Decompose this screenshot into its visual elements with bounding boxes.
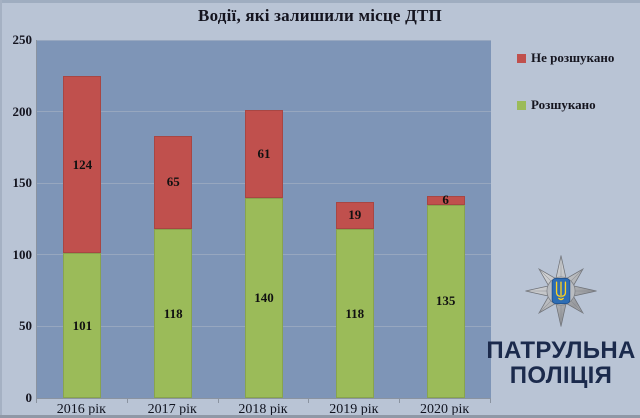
legend-swatch-green (517, 100, 526, 110)
bar-value-label-found: 118 (163, 305, 183, 321)
x-axis-tick (490, 399, 491, 403)
legend-item-found: Розшукано (517, 97, 596, 113)
x-axis-label-2018 рік: 2018 рік (238, 402, 288, 417)
bar-value-label-not-found: 65 (166, 174, 180, 190)
x-axis-tick (36, 399, 37, 403)
y-tick-label: 150 (12, 175, 33, 191)
bar-value-label-not-found: 19 (348, 207, 362, 223)
bar-segment-not-found-2016 рік (63, 75, 102, 254)
x-axis-label-2017 рік: 2017 рік (147, 402, 197, 417)
bar-value-label-not-found: 124 (72, 156, 93, 172)
bar-segment-found-2016 рік (63, 253, 102, 398)
bar-value-label-not-found: 61 (257, 145, 271, 161)
plot-area: 101 124 118 65 140 61 118 19 135 6 (36, 39, 491, 399)
bottom-edge-divider (0, 415, 640, 418)
gridline-250 (37, 39, 491, 41)
y-tick-label: 0 (25, 390, 33, 405)
x-axis-tick (399, 399, 401, 403)
chart-title: Водії, які залишили місце ДТП (198, 6, 442, 25)
left-edge-divider (0, 0, 2, 418)
bar-value-label-found: 118 (345, 305, 365, 321)
bar-segment-found-2018 рік (245, 197, 283, 398)
top-edge-divider (0, 0, 640, 3)
org-name-line1: ПАТРУЛЬНА (486, 337, 636, 364)
bar-segment-found-2017 рік (154, 229, 193, 398)
legend-label: Не розшукано (531, 50, 615, 65)
legend-swatch-red (517, 53, 526, 63)
x-axis-tick (308, 399, 310, 403)
patrol-police-logo: ПАТРУЛЬНА ПОЛІЦІЯ (484, 248, 638, 388)
y-tick-label: 100 (12, 246, 33, 262)
x-axis-label-2020 рік: 2020 рік (419, 402, 470, 417)
bar-segment-found-2020 рік (426, 204, 465, 398)
x-axis-label-2019 рік: 2019 рік (329, 402, 379, 417)
police-badge-icon (525, 255, 597, 327)
y-tick-label: 50 (19, 318, 32, 334)
bar-segment-not-found-2020 рік (426, 196, 465, 205)
bar-value-label-found: 140 (254, 289, 274, 305)
bar-segment-not-found-2018 рік (245, 110, 283, 198)
org-name-line2: ПОЛІЦІЯ (509, 362, 613, 389)
bar-segment-found-2019 рік (335, 229, 374, 398)
legend-label: Розшукано (531, 97, 596, 112)
legend-item-not-found: Не розшукано (517, 50, 614, 66)
bar-segment-not-found-2017 рік (154, 135, 193, 230)
x-axis-tick (126, 399, 128, 403)
x-axis-label-2016 рік: 2016 рік (56, 402, 106, 417)
bar-value-label-found: 135 (435, 293, 456, 309)
bar-value-label-found: 101 (72, 317, 93, 333)
bar-segment-not-found-2019 рік (335, 201, 374, 230)
bar-value-label-not-found: 6 (442, 192, 449, 208)
y-tick-label: 250 (12, 32, 33, 47)
x-axis-tick (217, 399, 219, 403)
y-tick-label: 200 (12, 103, 33, 119)
